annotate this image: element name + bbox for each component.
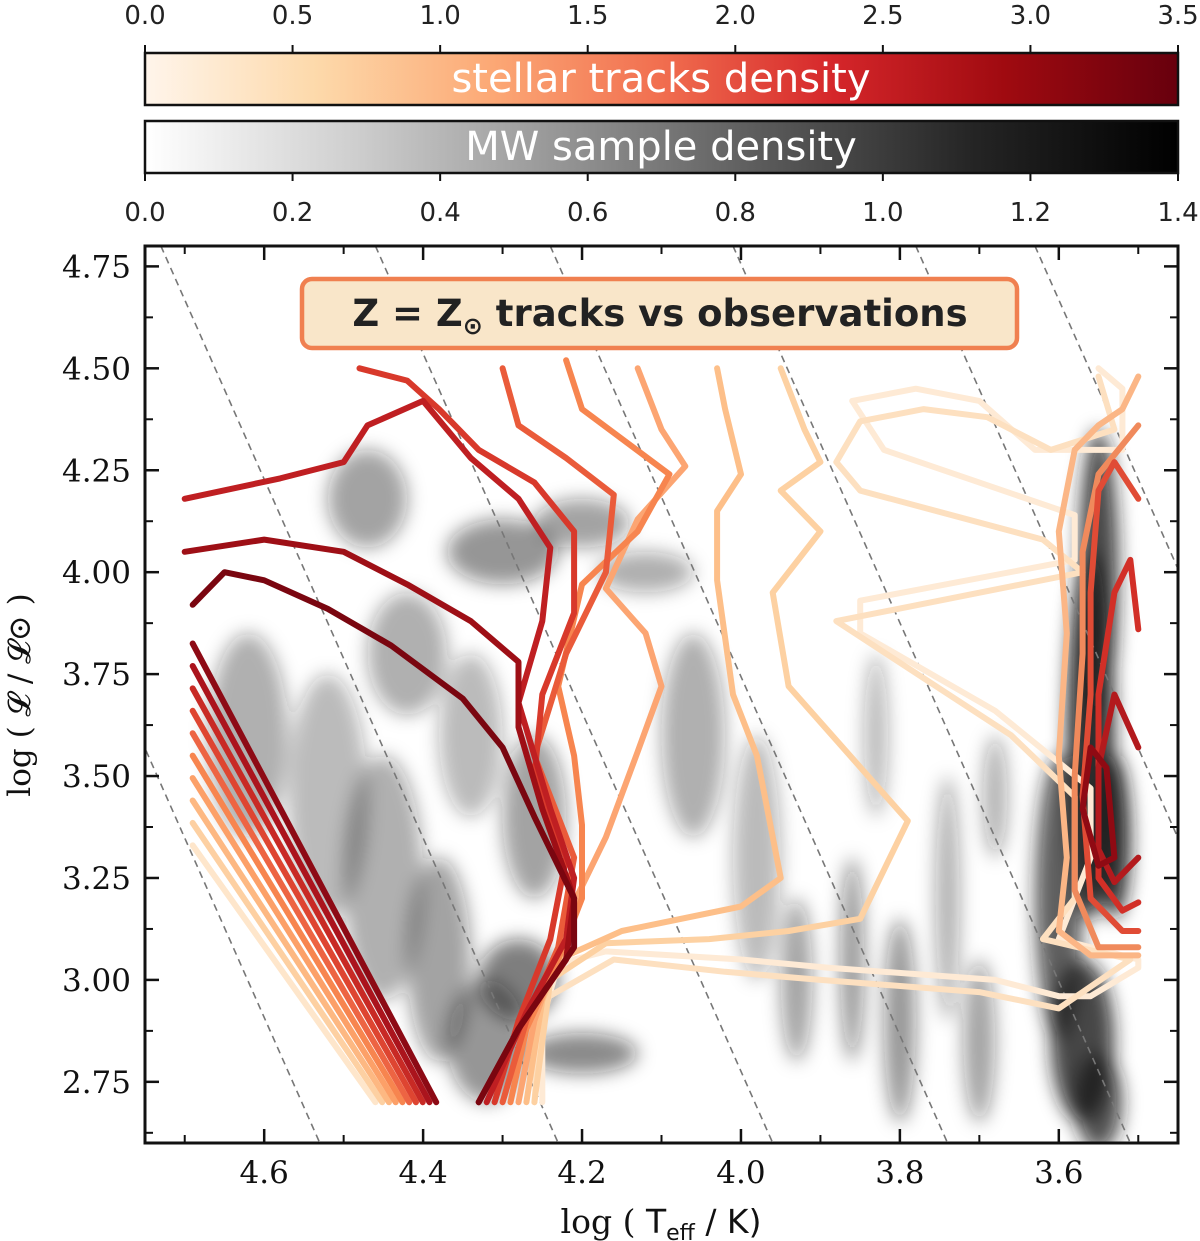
main-plot: Z = Z⊙ tracks vs observations 4.6 4.4 4.2 4…	[2, 244, 1180, 1241]
tracks-contour-line	[189, 569, 578, 1106]
iso-radius-line	[145, 746, 321, 1143]
mw-density-blob	[1074, 1053, 1123, 1143]
mw-density-blob	[733, 735, 781, 980]
x-axis-ticks: 4.6 4.4 4.2 4.0 3.8 3.6	[183, 246, 1140, 1191]
hot-edge-band-line	[189, 842, 379, 1106]
colorbar-tick-label: 1.2	[1010, 198, 1051, 228]
colorbar-tick-label: 0.0	[124, 1, 165, 31]
y-axis-label: log ( 𝓛 / 𝓛⊙ )	[2, 593, 38, 796]
mw-density-blob	[883, 918, 916, 1123]
mw-density-blob	[661, 633, 726, 838]
tracks-contour-line	[507, 357, 673, 1106]
clump-contour-line	[1071, 422, 1142, 951]
colorbar-tracks-label: stellar tracks density	[451, 56, 870, 102]
y-tick-label: 3.75	[62, 657, 131, 693]
colorbar-tick-label: 1.4	[1157, 198, 1198, 228]
hot-edge-band-line	[189, 819, 386, 1106]
x-tick-label: 4.2	[557, 1155, 606, 1191]
mw-density-blob	[963, 959, 996, 1123]
y-axis-ticks: 2.75 3.00 3.25 3.50 3.75 4.00 4.25 4.50 4.75	[62, 249, 1178, 1134]
x-axis-label: log ( Teff / K)	[561, 1202, 762, 1241]
colorbar-tick-label: 2.0	[715, 1, 756, 31]
tracks-contour-line	[531, 373, 1134, 1106]
iso-radius-line	[374, 246, 774, 1143]
mw-density-blob	[327, 449, 408, 548]
annotation-text: Z = Z⊙ tracks vs observations	[352, 292, 967, 340]
clump-contour-line	[1095, 691, 1142, 886]
mw-density-blob	[343, 755, 424, 1001]
hot-edge-band-line	[189, 640, 440, 1106]
y-tick-label: 3.25	[62, 861, 131, 897]
x-tick-label: 4.0	[716, 1155, 765, 1191]
hot-edge-band-line	[189, 730, 413, 1106]
mw-density-blob	[840, 857, 865, 1062]
y-tick-label: 2.75	[62, 1065, 131, 1101]
annotation-rest: tracks vs observations	[483, 292, 968, 335]
x-tick-label: 3.6	[1034, 1155, 1083, 1191]
hot-edge-band-line	[189, 707, 419, 1106]
hot-edge-band-line	[189, 685, 426, 1106]
colorbar-mw: 0.0 0.2 0.4 0.6 0.8 1.0 1.2 1.4 MW sample densi…	[124, 119, 1199, 228]
colorbar-tracks-bar	[143, 51, 1180, 107]
hot-edge-band-line	[189, 797, 392, 1106]
colorbar-tick-label: 3.0	[1010, 1, 1051, 31]
colorbar-tick-label: 3.5	[1157, 1, 1198, 31]
y-tick-label: 4.25	[62, 453, 131, 489]
y-tick-label: 3.00	[62, 963, 131, 999]
annotation-sun-symbol: ⊙	[463, 312, 483, 340]
mw-density-blob	[935, 776, 960, 1021]
colorbar-tracks: 0.0 0.5 1.0 1.5 2.0 2.5 3.0 3.5 stellar tracks …	[124, 1, 1199, 107]
tracks-density-contours	[181, 357, 1142, 1106]
mw-density-blob	[526, 1032, 638, 1074]
colorbar-tick-label: 0.6	[567, 198, 608, 228]
colorbar-tick-label: 2.5	[862, 1, 903, 31]
mw-density-blob	[446, 519, 559, 585]
clump-contour-line	[1095, 556, 1142, 914]
tracks-contour-line	[356, 365, 578, 1106]
clump-contour-line	[1079, 459, 1142, 934]
mw-density-blob	[983, 735, 1008, 858]
colorbar-mw-bar	[143, 119, 1180, 175]
y-tick-label: 4.00	[62, 555, 131, 591]
y-tick-label: 4.75	[62, 249, 131, 285]
y-tick-label: 4.50	[62, 351, 131, 387]
hot-edge-band-line	[189, 662, 433, 1106]
colorbar-tick-label: 1.0	[419, 1, 460, 31]
colorbar-tick-label: 0.8	[715, 198, 756, 228]
colorbar-tick-label: 0.0	[124, 198, 165, 228]
annotation-main: Z = Z	[352, 292, 462, 335]
mw-density-blob	[597, 551, 694, 593]
annotation-box: Z = Z⊙ tracks vs observations	[299, 276, 1020, 351]
colorbar-tick-label: 1.5	[567, 1, 608, 31]
colorbar-tracks-ticks: 0.0 0.5 1.0 1.5 2.0 2.5 3.0 3.5	[124, 1, 1199, 53]
hot-edge-band-line	[189, 752, 406, 1106]
colorbar-tick-label: 0.5	[272, 1, 313, 31]
annotation-background	[299, 276, 1020, 351]
tracks-contour-line	[539, 365, 1142, 1106]
x-tick-label: 4.4	[398, 1155, 447, 1191]
x-tick-label: 3.8	[875, 1155, 924, 1191]
iso-radius-line	[549, 246, 949, 1143]
iso-radius-line	[160, 246, 559, 1143]
colorbar-mw-ticks: 0.0 0.2 0.4 0.6 0.8 1.0 1.2 1.4	[124, 173, 1199, 228]
x-tick-label: 4.6	[240, 1155, 289, 1191]
clump-contour-line	[1055, 373, 1142, 959]
clump-contour-line	[1079, 744, 1118, 869]
hot-edge-band-line	[189, 775, 399, 1106]
colorbar-tick-label: 1.0	[862, 198, 903, 228]
tracks-contour-line	[531, 365, 911, 1106]
colorbar-tick-label: 0.2	[272, 198, 313, 228]
colorbar-mw-label: MW sample density	[465, 124, 857, 170]
colorbar-tick-label: 0.4	[419, 198, 460, 228]
y-tick-label: 3.50	[62, 759, 131, 795]
